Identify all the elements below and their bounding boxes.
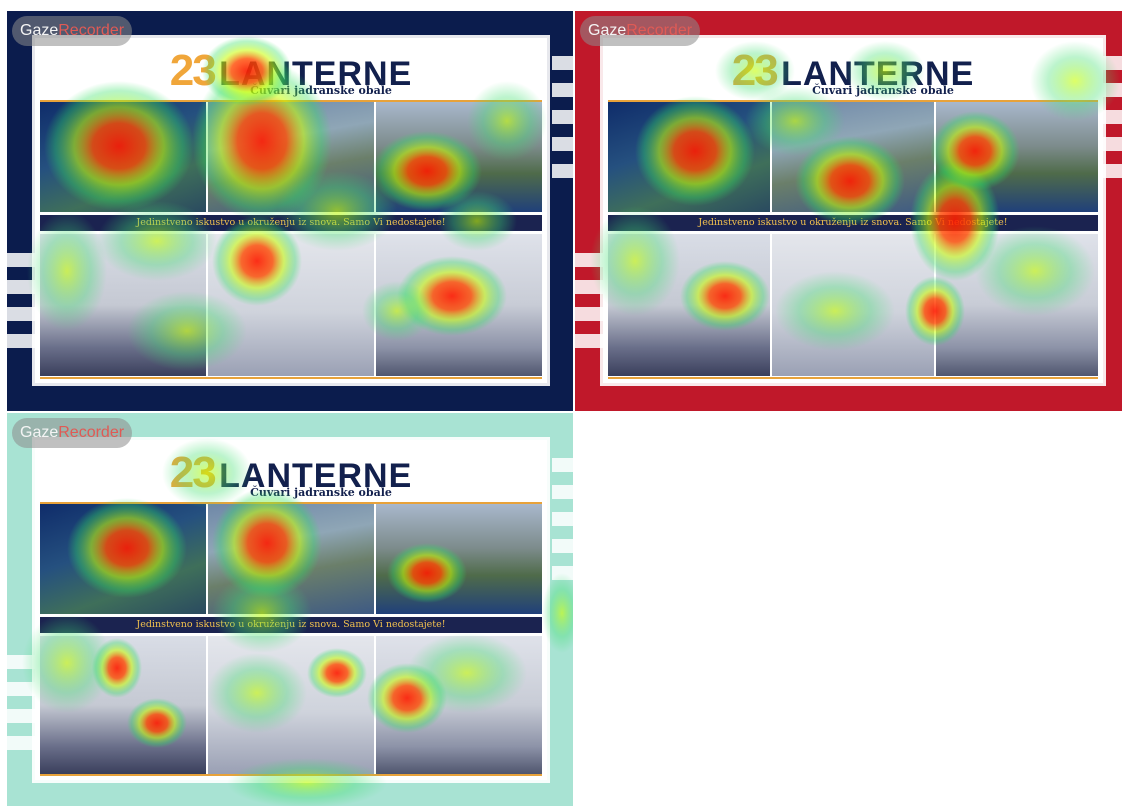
flyer-tagline: Jedinstveno iskustvo u okruženju iz snov… — [608, 215, 1098, 231]
divider — [608, 377, 1098, 379]
photo-row-bottom — [608, 234, 1098, 376]
photo-row-top — [40, 504, 542, 614]
photo-cliff-island — [208, 102, 374, 212]
photo-hills-sea — [376, 504, 542, 614]
decorative-stripes — [552, 56, 573, 191]
decorative-stripes — [552, 458, 573, 593]
photo-row-bottom — [40, 234, 542, 376]
photo-aerial-coast — [608, 102, 770, 212]
heatmap-panel: 23 LANTERNE Čuvari jadranske obale Jedin… — [575, 11, 1122, 411]
divider — [608, 100, 1098, 102]
photo-kitchen — [772, 234, 934, 376]
photo-cliff-island — [772, 102, 934, 212]
flyer-subtitle: Čuvari jadranske obale — [250, 84, 392, 97]
flyer-card: 23 LANTERNE Čuvari jadranske obale Jedin… — [35, 440, 547, 780]
divider — [40, 377, 542, 379]
photo-kitchen — [208, 234, 374, 376]
flyer-card: 23 LANTERNE Čuvari jadranske obale Jedin… — [35, 38, 547, 383]
photo-row-top — [40, 102, 542, 212]
flyer-card: 23 LANTERNE Čuvari jadranske obale Jedin… — [603, 38, 1103, 383]
gaze-recorder-logo: Gaze Recorder — [12, 16, 133, 46]
gaze-recorder-logo: Gaze Recorder — [580, 16, 701, 46]
photo-dining-room — [376, 234, 542, 376]
photo-row-top — [608, 102, 1098, 212]
photo-bedroom — [40, 636, 206, 774]
photo-row-bottom — [40, 636, 542, 774]
gaze-recorder-logo: Gaze Recorder — [12, 418, 133, 448]
heatmap-panel: 23 LANTERNE Čuvari jadranske obale Jedin… — [7, 413, 573, 806]
divider — [40, 774, 542, 776]
photo-cliff-island — [208, 504, 374, 614]
flyer-subtitle: Čuvari jadranske obale — [812, 84, 954, 97]
photo-hills-sea — [376, 102, 542, 212]
photo-bedroom — [608, 234, 770, 376]
photo-aerial-coast — [40, 102, 206, 212]
photo-kitchen — [208, 636, 374, 774]
photo-bedroom — [40, 234, 206, 376]
flyer-subtitle: Čuvari jadranske obale — [250, 486, 392, 499]
photo-hills-sea — [936, 102, 1098, 212]
photo-dining-room — [376, 636, 542, 774]
flyer-tagline: Jedinstveno iskustvo u okruženju iz snov… — [40, 617, 542, 633]
photo-dining-room — [936, 234, 1098, 376]
flyer-tagline: Jedinstveno iskustvo u okruženju iz snov… — [40, 215, 542, 231]
photo-aerial-coast — [40, 504, 206, 614]
heatmap-panel: 23 LANTERNE Čuvari jadranske obale Jedin… — [7, 11, 573, 411]
